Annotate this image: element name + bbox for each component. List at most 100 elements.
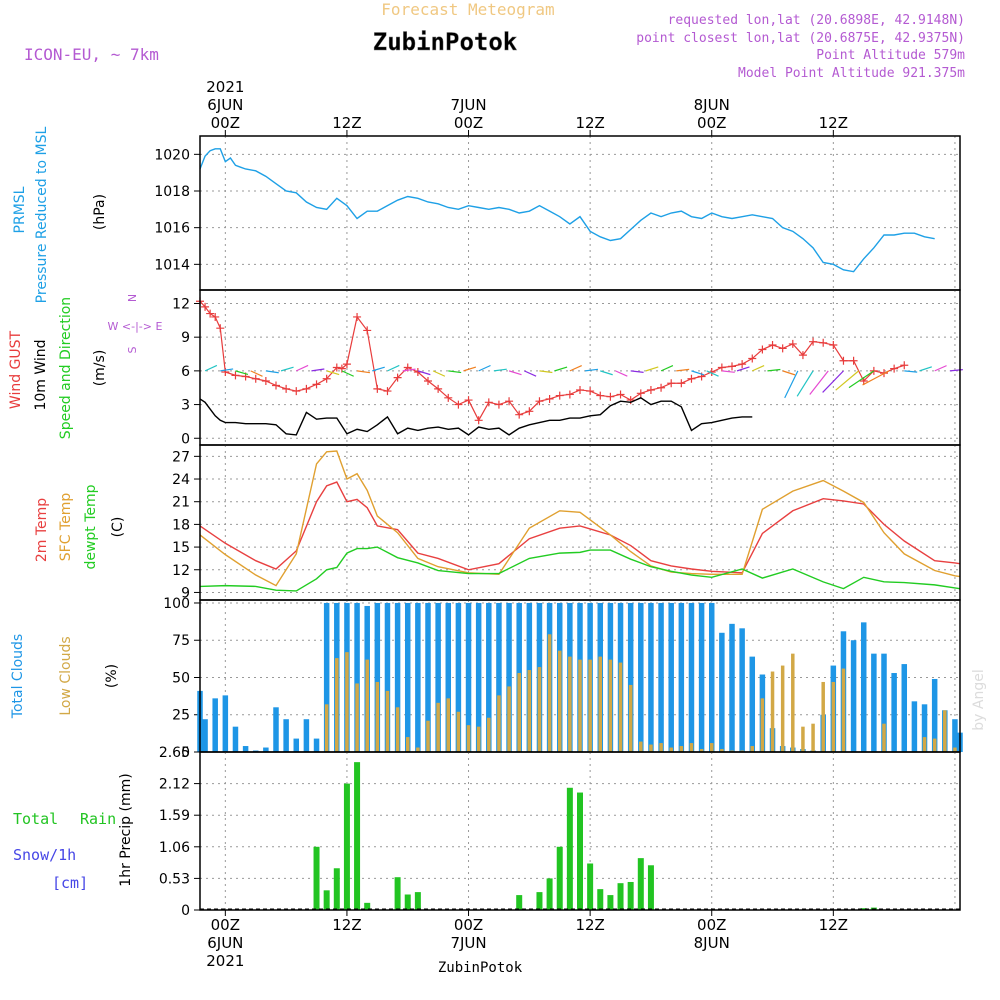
low-cloud-bar (932, 738, 937, 752)
time-label-top: 12Z (819, 114, 848, 132)
total-cloud-bar (688, 602, 695, 752)
gust-marker (798, 351, 807, 360)
wind-arrow (220, 368, 234, 372)
total-cloud-bar (293, 738, 300, 752)
low-cloud-bar (476, 726, 481, 752)
y-tick-label: 2.65 (159, 745, 190, 761)
precip-rain-label: Rain (80, 810, 116, 828)
low-cloud-bar (365, 659, 369, 752)
total-cloud-bar (708, 602, 715, 752)
wind-arrow (645, 366, 659, 372)
time-label-top: 00Z (211, 114, 240, 132)
wind-arrow (584, 368, 599, 372)
total-cloud-bar (404, 602, 411, 752)
gust-marker (535, 397, 544, 406)
time-label-bottom: 8JUN (694, 934, 730, 952)
time-label-top: 00Z (697, 114, 726, 132)
rain-bar (394, 877, 401, 910)
gust-marker (505, 397, 514, 406)
y-tick-label: 21 (172, 495, 190, 511)
panel-labels: PRMSL Pressure Reduced to MSL (hPa) Wind… (8, 126, 162, 892)
low-cloud-bar (446, 698, 451, 752)
low-cloud-bar (841, 668, 846, 752)
total-cloud-bar (678, 602, 685, 752)
panel-wind: 0 3 6 9 12 (172, 289, 963, 447)
wind-arrow (782, 370, 796, 376)
low-cloud-bar (618, 662, 623, 752)
rain-bar (860, 908, 867, 910)
gust-marker (231, 371, 240, 380)
wind-arrow (934, 365, 947, 372)
gust-marker (900, 361, 909, 370)
gust-marker (302, 384, 311, 393)
total-cloud-bar (455, 602, 462, 752)
gust-marker (687, 374, 696, 383)
total-cloud-bar (323, 602, 330, 752)
gust-marker (576, 385, 584, 394)
wind-arrow (554, 366, 568, 372)
y-tick-label: 1018 (154, 184, 190, 200)
total-cloud-bar (212, 698, 218, 752)
total-cloud-bar (384, 602, 391, 752)
time-label-bottom: 7JUN (450, 934, 486, 952)
wind-arrow (848, 370, 875, 389)
gust-marker (216, 324, 225, 333)
wind-arrow (904, 370, 918, 373)
gust-marker (596, 391, 605, 400)
wind-arrow (919, 366, 932, 372)
requested-coords: requested lon,lat (20.6898E, 42.9148N) (668, 13, 965, 28)
gust-marker (555, 391, 564, 400)
wind-arrow (630, 370, 644, 373)
gust-marker (393, 373, 402, 382)
low-cloud-bar (385, 690, 390, 752)
gust-marker (322, 374, 331, 383)
low-cloud-bar (324, 704, 329, 752)
gust-marker (383, 387, 392, 396)
total-cloud-bar (415, 602, 421, 752)
wind-arrow (809, 370, 829, 395)
wind-arrow (835, 370, 860, 391)
gust-marker (282, 384, 291, 393)
precip-snow-label: Snow/1h (13, 846, 76, 864)
total-cloud-bar (435, 602, 441, 752)
rain-bar (546, 878, 553, 910)
location-name: ZubinPotok (373, 28, 518, 56)
gust-marker (738, 360, 747, 369)
wind-arrow (280, 366, 294, 372)
total-cloud-bar (263, 747, 269, 752)
gust-marker (363, 326, 372, 335)
chart-title: Forecast Meteogram (381, 0, 554, 19)
low-cloud-bar (466, 725, 471, 752)
y-tick-label: 2.12 (159, 777, 190, 793)
gust-marker (586, 387, 595, 396)
gust-marker (474, 416, 483, 425)
gust-marker (890, 364, 899, 373)
rain-bar (617, 883, 624, 910)
total-cloud-bar (222, 695, 229, 752)
time-label-top: 2021 (206, 78, 244, 96)
time-label-top: 8JUN (694, 96, 730, 114)
pressure-label-1: PRMSL (12, 186, 28, 233)
y-tick-label: 0 (181, 745, 190, 761)
low-cloud-bar (487, 717, 491, 752)
y-tick-label: 12 (172, 563, 190, 579)
y-tick-label: 75 (172, 633, 190, 649)
time-label-top: 6JUN (207, 96, 243, 114)
wind-arrow (250, 370, 263, 377)
wind-dir-label: Speed and Direction (58, 297, 74, 439)
gust-marker (206, 309, 215, 318)
gust-marker (342, 360, 351, 369)
rain-bar (354, 762, 361, 910)
panel-precipitation: 0 0.53 1.06 1.59 2.12 2.65 (159, 745, 961, 919)
total-cloud-bar (658, 602, 664, 752)
gust-marker (424, 376, 432, 385)
low-cloud-bar (588, 659, 592, 752)
total-cloud-bar (374, 602, 381, 752)
wind-arrow (493, 368, 507, 372)
panel-frame (199, 751, 961, 911)
gust-marker (545, 394, 554, 403)
low-cloud-bar (699, 749, 704, 752)
low-cloud-bar (922, 737, 927, 752)
total-cloud-bar (465, 602, 472, 752)
